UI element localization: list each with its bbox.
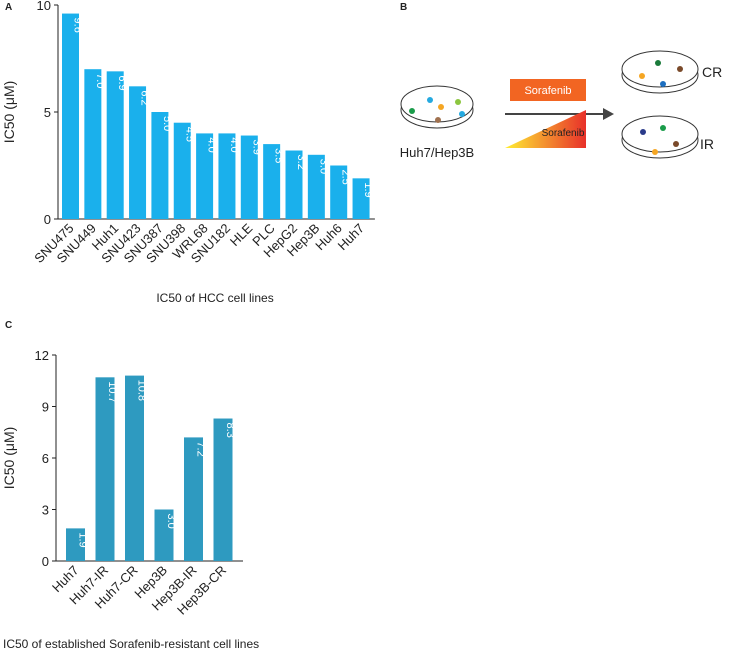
arrow-head bbox=[603, 108, 614, 120]
value-label: 3.0 bbox=[317, 159, 329, 174]
bar bbox=[106, 71, 124, 219]
bar bbox=[173, 122, 191, 219]
value-label: 2.5 bbox=[340, 170, 352, 185]
bar bbox=[95, 377, 115, 561]
bar bbox=[307, 154, 325, 219]
value-label: 4.0 bbox=[206, 137, 218, 152]
result-label: IR bbox=[700, 136, 714, 152]
bar bbox=[154, 509, 174, 561]
y-tick-label: 10 bbox=[37, 0, 51, 13]
result-label: CR bbox=[702, 64, 722, 80]
x-axis-label: IC50 of established Sorafenib-resistant … bbox=[3, 637, 259, 651]
y-tick-label: 9 bbox=[42, 400, 49, 415]
diagram: B Huh7/Hep3B Sorafenib Sorafenib CR IR bbox=[400, 2, 722, 160]
dish bbox=[400, 85, 474, 129]
x-tick-label: Huh7 bbox=[335, 221, 368, 254]
value-label: 8.3 bbox=[224, 423, 236, 438]
bar bbox=[330, 165, 348, 219]
panel-label: C bbox=[5, 320, 12, 331]
bar bbox=[285, 150, 303, 219]
panel-label: B bbox=[400, 2, 407, 13]
value-label: 1.9 bbox=[77, 532, 89, 547]
drug-box bbox=[510, 79, 586, 101]
y-tick-label: 12 bbox=[35, 348, 49, 363]
value-label: 3.0 bbox=[165, 514, 177, 529]
bar bbox=[263, 144, 281, 219]
value-label: 3.9 bbox=[250, 140, 262, 155]
value-label: 4.0 bbox=[228, 137, 240, 152]
value-label: 6.2 bbox=[139, 90, 151, 105]
x-axis-label: IC50 of HCC cell lines bbox=[156, 291, 273, 305]
bar bbox=[240, 135, 258, 219]
x-tick-label: HLE bbox=[227, 220, 256, 249]
y-axis-label: IC50 (μM) bbox=[1, 427, 17, 490]
y-axis-label: IC50 (μM) bbox=[1, 81, 17, 144]
drug-label: Sorafenib bbox=[524, 85, 571, 97]
bar bbox=[196, 133, 214, 219]
y-tick-label: 0 bbox=[42, 554, 49, 569]
bar bbox=[184, 437, 203, 561]
value-label: 7.0 bbox=[94, 73, 106, 88]
gradient bbox=[505, 110, 586, 148]
value-label: 10.7 bbox=[106, 381, 118, 402]
panel-label: A bbox=[5, 2, 12, 13]
bar bbox=[218, 133, 236, 219]
y-tick-label: 3 bbox=[42, 503, 49, 518]
dish bbox=[621, 50, 699, 94]
bar bbox=[352, 178, 370, 219]
bar bbox=[62, 13, 79, 220]
y-tick-label: 0 bbox=[44, 212, 51, 227]
value-label: 10.8 bbox=[136, 380, 148, 401]
source-label: Huh7/Hep3B bbox=[400, 145, 474, 160]
y-tick-label: 5 bbox=[44, 105, 51, 120]
dish bbox=[621, 115, 699, 159]
value-label: 4.5 bbox=[183, 127, 195, 142]
bar bbox=[129, 86, 147, 219]
drug-label: Sorafenib bbox=[542, 128, 585, 139]
bar bbox=[84, 69, 102, 219]
value-label: 1.9 bbox=[362, 182, 374, 197]
bar bbox=[125, 375, 144, 561]
value-label: 5.0 bbox=[161, 116, 173, 131]
value-label: 9.6 bbox=[72, 18, 84, 33]
value-label: 6.9 bbox=[116, 75, 128, 90]
bar bbox=[66, 528, 85, 561]
y-tick-label: 6 bbox=[42, 451, 49, 466]
value-label: 3.5 bbox=[273, 148, 285, 163]
value-label: 7.2 bbox=[195, 441, 207, 456]
bar bbox=[151, 112, 169, 219]
bar bbox=[213, 418, 233, 561]
value-label: 3.2 bbox=[295, 155, 307, 170]
